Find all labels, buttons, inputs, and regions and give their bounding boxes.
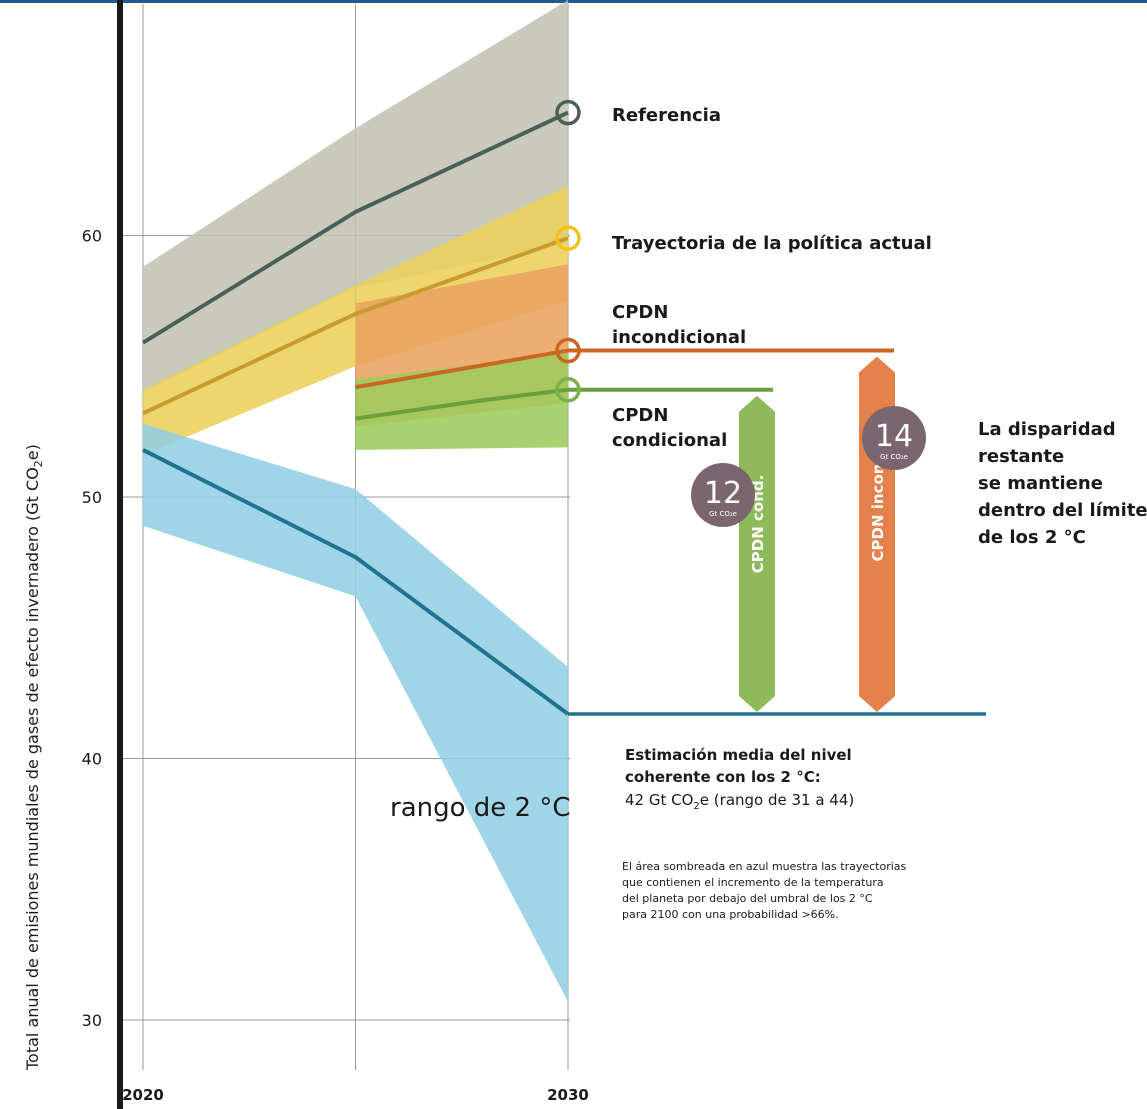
gap-bar-cond (739, 395, 775, 713)
svg-text:La disparidad: La disparidad (978, 419, 1116, 440)
label-range-2c: rango de 2 °C (390, 793, 571, 823)
y-tick-label: 30 (82, 1011, 102, 1030)
series-lines (141, 99, 986, 716)
svg-text:para 2100 con una probabilidad: para 2100 con una probabilidad >66%. (622, 908, 839, 921)
band-rango-de-2-c (143, 423, 568, 1002)
top-rule (0, 0, 1147, 3)
label-cpdn-incondicional-1: CPDN (612, 302, 668, 323)
estimate-text: Estimación media del nivel coherente con… (625, 746, 854, 812)
footnote: El área sombreada en azul muestra las tr… (622, 860, 907, 921)
line-cpdn-condicional (355, 387, 569, 421)
line-rango-de-2-c (142, 448, 570, 716)
line-cpdn-incondicional (355, 348, 569, 390)
y-axis-bar (117, 0, 123, 1109)
x-tick-label: 2020 (122, 1086, 164, 1104)
line-trayectoria-de-la-pol-tica-actual (142, 236, 569, 416)
svg-text:coherente con los 2 °C:: coherente con los 2 °C: (625, 768, 821, 786)
gap-badge-value: 12 (704, 476, 742, 511)
marker-trayectoria-de-la-pol-tica-actual (555, 225, 581, 251)
gap-badge-unit: Gt CO₂e (880, 453, 908, 461)
svg-text:de los 2 °C: de los 2 °C (978, 527, 1086, 548)
gap-badge-value: 14 (875, 419, 913, 454)
y-tick-label: 60 (82, 227, 102, 246)
y-tick-label: 40 (82, 750, 102, 769)
band-referencia (143, 0, 568, 393)
svg-text:restante: restante (978, 446, 1064, 467)
gap-badge-unit: Gt CO₂e (709, 510, 737, 518)
svg-text:que contienen el incremento de: que contienen el incremento de la temper… (622, 876, 884, 889)
marker-referencia (555, 99, 581, 126)
axes: 30 40 50 60 2020 2030 (82, 0, 589, 1109)
gap-badge (862, 406, 926, 470)
y-tick-label: 50 (82, 488, 102, 507)
x-tick-label: 2030 (547, 1086, 589, 1104)
svg-text:Estimación media del nivel: Estimación media del nivel (625, 746, 852, 764)
line-referencia (141, 110, 569, 345)
svg-text:42 Gt CO2e (rango de 31 a 44): 42 Gt CO2e (rango de 31 a 44) (625, 791, 854, 812)
marker-cpdn-incondicional (555, 337, 581, 364)
svg-text:El área sombreada en azul mues: El área sombreada en azul muestra las tr… (622, 860, 907, 873)
marker-cpdn-condicional (555, 377, 581, 403)
label-politica-actual: Trayectoria de la política actual (612, 233, 932, 254)
svg-text:del planeta por debajo del umb: del planeta por debajo del umbral de los… (622, 892, 873, 905)
svg-text:se mantiene: se mantiene (978, 473, 1103, 494)
gap-bar-label: CPDN incond. (869, 447, 887, 561)
svg-text:dentro del límite: dentro del límite (978, 500, 1147, 521)
label-cpdn-condicional-2: condicional (612, 430, 727, 451)
label-cpdn-incondicional-2: incondicional (612, 327, 746, 348)
y-axis-title: Total anual de emisiones mundiales de ga… (23, 444, 45, 1071)
label-cpdn-condicional-1: CPDN (612, 405, 668, 426)
gap-note: La disparidad restante se mantiene dentr… (978, 419, 1147, 548)
gap-badge (691, 463, 755, 527)
label-referencia: Referencia (612, 105, 721, 126)
